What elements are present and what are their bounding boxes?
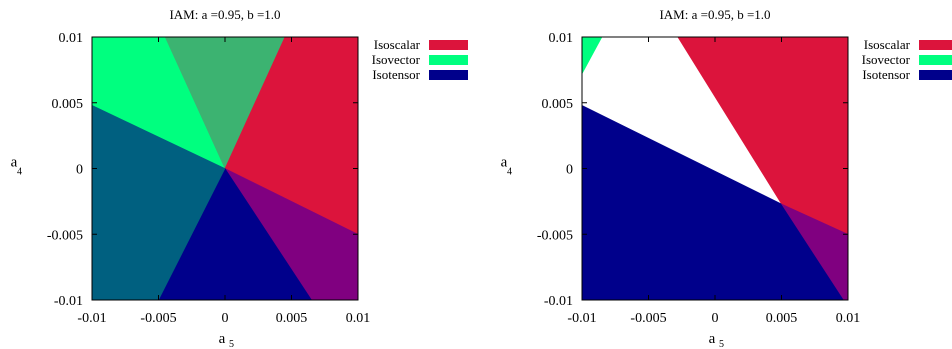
x-tick-label: -0.005 [140,311,176,326]
x-tick-label: 0.005 [766,311,798,326]
y-axis-label-subscript: 4 [507,167,512,178]
chart-panel-right: IAM: a =0.95, b =1.0 -0.01 -0.005 0 0.005 0.0… [490,0,952,349]
y-axis-label: a [501,155,508,171]
y-tick-label: 0.01 [549,31,574,46]
x-tick-label: 0.01 [346,311,371,326]
y-tick-label: -0.005 [47,228,83,243]
y-tick-label: -0.01 [544,294,573,309]
chart-panel-left: IAM: a =0.95, b =1.0 -0.01 -0.005 0 0.005 0.0… [11,7,468,349]
y-tick-label: 0.01 [59,31,84,46]
x-tick-label: 0 [222,311,229,326]
x-tick-label: 0.01 [836,311,861,326]
x-axis-label-subscript: 5 [229,339,234,349]
legend-label-isoscalar: Isoscalar [864,37,911,52]
x-tick-label: -0.01 [567,311,596,326]
x-axis-label: a [219,331,226,347]
x-tick-label: 0 [712,311,719,326]
y-tick-label: 0.005 [542,97,574,112]
y-tick-label: -0.01 [54,294,83,309]
legend-swatch-isovector [919,55,952,65]
legend-label-isotensor: Isotensor [372,67,420,82]
chart-left: IAM: a =0.95, b =1.0 -0.01 -0.005 0 0.005 0.0… [11,7,468,349]
chart-right: IAM: a =0.95, b =1.0 -0.01 -0.005 0 0.005 0.0… [501,7,952,349]
region-layer [581,36,849,301]
legend-swatch-isoscalar [429,40,468,50]
legend-swatch-isotensor [919,70,952,80]
y-tick-label: 0 [76,163,83,178]
y-axis-label-subscript: 4 [17,167,22,178]
x-tick-label: -0.005 [630,311,666,326]
chart-title: IAM: a =0.95, b =1.0 [659,7,770,22]
region-layer [91,36,359,301]
region-isovector [581,36,603,74]
legend-swatch-isotensor [429,70,468,80]
legend-swatch-isovector [429,55,468,65]
legend-label-isovector: Isovector [862,52,911,67]
x-tick-label: -0.01 [77,311,106,326]
legend-label-isoscalar: Isoscalar [374,37,421,52]
y-tick-label: 0 [566,163,573,178]
legend-swatch-isoscalar [919,40,952,50]
x-tick-label: 0.005 [276,311,308,326]
chart-title: IAM: a =0.95, b =1.0 [169,7,280,22]
y-axis-label: a [11,155,18,171]
y-tick-label: -0.005 [537,228,573,243]
x-axis-label: a [709,331,716,347]
legend-label-isotensor: Isotensor [862,67,910,82]
x-axis-label-subscript: 5 [719,339,724,349]
legend-label-isovector: Isovector [372,52,421,67]
y-tick-label: 0.005 [52,97,84,112]
